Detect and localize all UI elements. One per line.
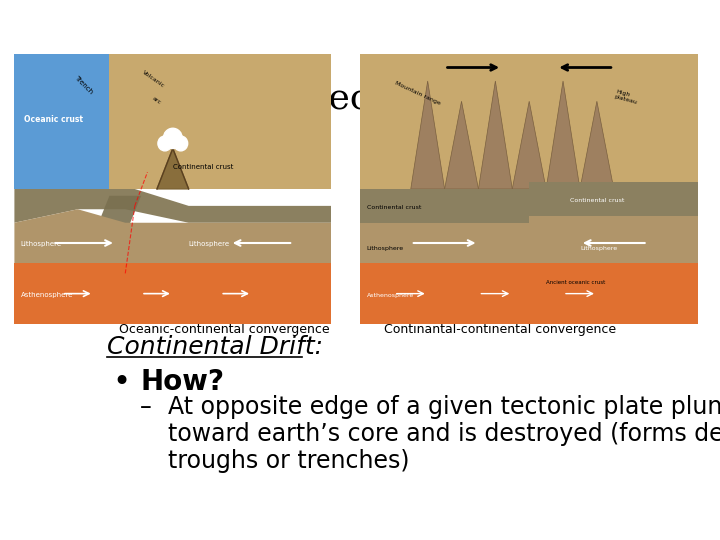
Text: High
plateau: High plateau — [613, 89, 639, 106]
Polygon shape — [62, 195, 141, 314]
Polygon shape — [445, 102, 478, 189]
Circle shape — [163, 128, 182, 148]
Polygon shape — [360, 222, 529, 263]
Text: Asthenosphere: Asthenosphere — [366, 293, 414, 298]
Text: Volcanic: Volcanic — [141, 70, 166, 89]
Text: Oceanic crust: Oceanic crust — [24, 114, 83, 124]
Polygon shape — [580, 102, 613, 189]
Text: arc: arc — [150, 96, 161, 106]
Polygon shape — [478, 81, 513, 189]
Polygon shape — [14, 54, 135, 189]
Text: Zoogeography: Zoogeography — [238, 82, 500, 116]
Text: •: • — [112, 368, 130, 397]
Polygon shape — [109, 54, 331, 189]
Polygon shape — [360, 54, 698, 189]
Polygon shape — [360, 189, 529, 222]
Text: Continental crust: Continental crust — [173, 164, 233, 170]
Circle shape — [174, 136, 188, 151]
Text: troughs or trenches): troughs or trenches) — [168, 449, 410, 474]
Polygon shape — [14, 189, 331, 222]
Polygon shape — [546, 81, 580, 189]
Polygon shape — [513, 102, 546, 189]
Text: At opposite edge of a given tectonic plate plunges back: At opposite edge of a given tectonic pla… — [168, 395, 720, 420]
Text: Asthenosphere: Asthenosphere — [21, 292, 73, 298]
Text: Mountain range: Mountain range — [394, 80, 441, 106]
Text: Lithosphere: Lithosphere — [189, 241, 230, 247]
Text: Trench: Trench — [73, 75, 94, 96]
Circle shape — [158, 136, 172, 151]
Polygon shape — [157, 148, 189, 189]
Text: Continantal-continental convergence: Continantal-continental convergence — [384, 322, 616, 335]
Polygon shape — [513, 263, 613, 317]
Polygon shape — [529, 216, 698, 263]
Text: Continental Drift:: Continental Drift: — [107, 335, 323, 359]
Polygon shape — [410, 81, 445, 189]
Polygon shape — [360, 263, 698, 324]
Text: Oceanic-continental convergence: Oceanic-continental convergence — [119, 322, 329, 335]
Text: Lithosphere: Lithosphere — [366, 246, 404, 251]
Text: Continental crust: Continental crust — [366, 205, 421, 210]
Text: Ancient oceanic crust: Ancient oceanic crust — [546, 280, 606, 285]
Text: Lithosphere: Lithosphere — [580, 246, 617, 251]
Text: toward earth’s core and is destroyed (forms deep: toward earth’s core and is destroyed (fo… — [168, 422, 720, 447]
Text: How?: How? — [140, 368, 224, 396]
Polygon shape — [529, 183, 698, 216]
Text: Lithosphere: Lithosphere — [21, 241, 62, 247]
Text: –: – — [140, 395, 152, 420]
Polygon shape — [14, 209, 331, 263]
Text: Continental crust: Continental crust — [570, 199, 624, 204]
Polygon shape — [14, 263, 331, 324]
